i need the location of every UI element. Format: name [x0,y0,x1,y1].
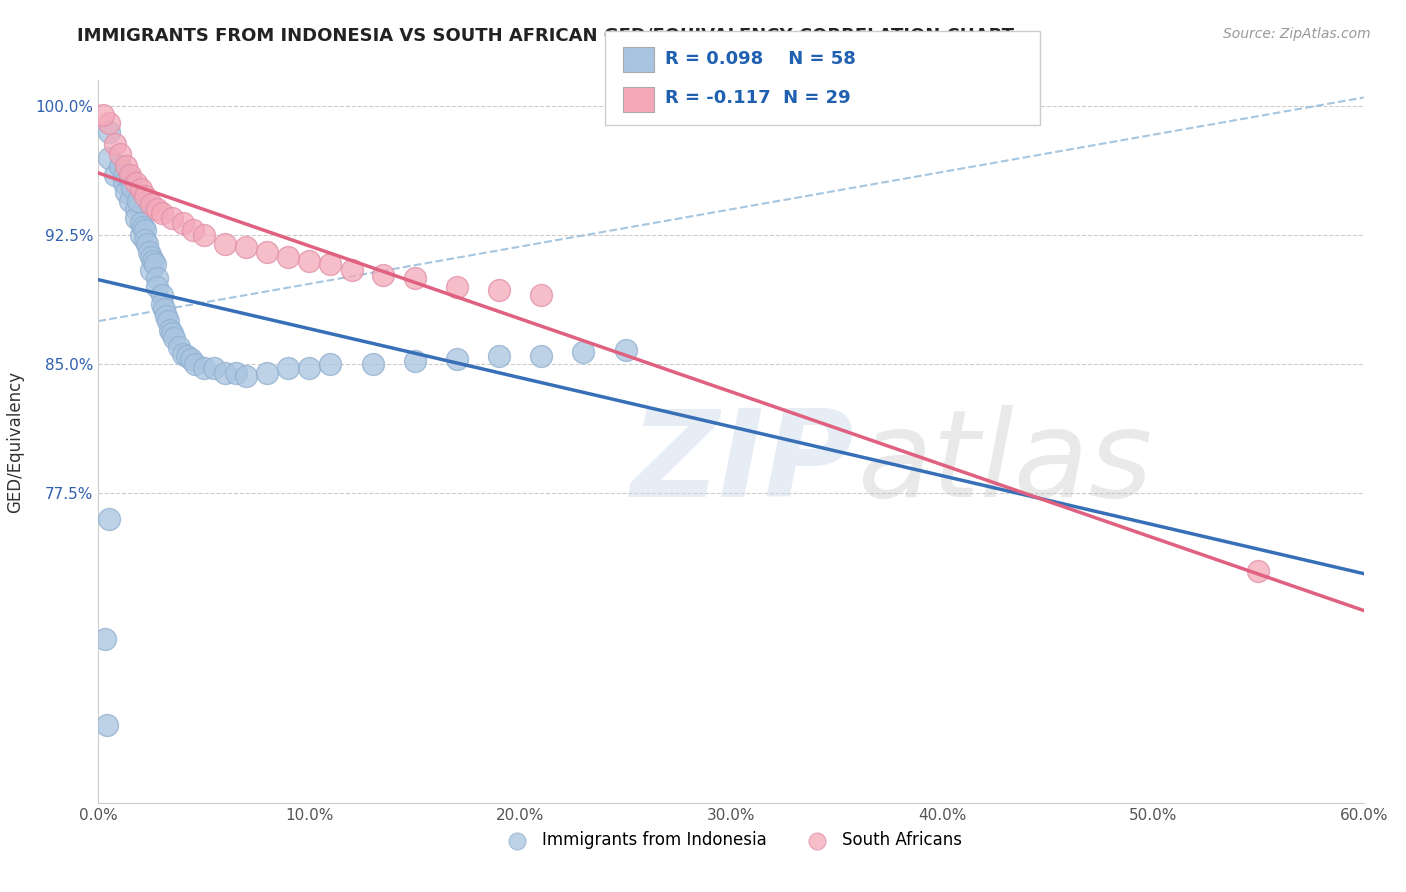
Point [614,343,637,358]
Point [153,301,176,316]
Point [125,202,148,217]
Point [120,168,141,182]
Point [404,353,426,368]
Point [162,326,183,340]
Point [1247,564,1270,578]
Point [162,211,183,225]
Point [277,251,299,265]
Point [167,340,190,354]
Point [150,297,173,311]
Point [146,279,169,293]
Point [96,718,118,732]
Point [98,116,121,130]
Point [112,168,135,182]
Point [530,288,553,302]
Text: R = -0.117  N = 29: R = -0.117 N = 29 [665,88,851,106]
Point [112,177,135,191]
Point [184,357,207,371]
Point [204,360,226,375]
Point [298,253,321,268]
Point [340,262,363,277]
Point [172,347,194,361]
Point [157,314,180,328]
Point [488,349,510,363]
Point [193,360,215,375]
Point [141,262,163,277]
Point [225,366,247,380]
Point [277,360,299,375]
Point [145,257,166,271]
Point [214,236,236,251]
Point [108,147,131,161]
Point [108,159,131,173]
Point [134,233,156,247]
Point [98,151,121,165]
Point [138,245,160,260]
Point [146,271,169,285]
Text: atlas: atlas [858,405,1153,522]
Point [371,268,394,282]
Point [361,357,384,371]
Point [125,177,148,191]
Text: Source: ZipAtlas.com: Source: ZipAtlas.com [1223,27,1371,41]
Text: IMMIGRANTS FROM INDONESIA VS SOUTH AFRICAN GED/EQUIVALENCY CORRELATION CHART: IMMIGRANTS FROM INDONESIA VS SOUTH AFRIC… [77,27,1014,45]
Text: R = 0.098    N = 58: R = 0.098 N = 58 [665,51,856,69]
Point [163,331,186,345]
Point [129,216,152,230]
Point [120,194,141,208]
Point [115,159,138,173]
Point [115,185,138,199]
Text: ZIP: ZIP [630,405,853,522]
Point [129,228,152,243]
Point [134,223,156,237]
Point [155,309,177,323]
Point [104,168,127,182]
Point [298,360,321,375]
Point [256,245,278,260]
Point [214,366,236,380]
Point [172,216,194,230]
Point [129,182,152,196]
Point [91,108,114,122]
Point [121,180,143,194]
Point [256,366,278,380]
Point [159,323,181,337]
Point [150,206,173,220]
Point [132,219,155,234]
Point [146,202,169,217]
Point [128,194,150,208]
Point [530,349,553,363]
Point [572,345,595,359]
Point [446,279,468,293]
Point [98,512,121,526]
Point [193,228,215,243]
Point [141,251,163,265]
Point [125,211,148,225]
Point [93,632,117,647]
Point [235,369,257,384]
Point [183,223,205,237]
Point [176,349,198,363]
Point [446,351,468,366]
Point [319,357,342,371]
Y-axis label: GED/Equivalency: GED/Equivalency [7,370,24,513]
Point [488,283,510,297]
Point [134,188,156,202]
Point [150,288,173,302]
Point [98,125,121,139]
Point [180,351,202,366]
Point [104,136,127,151]
Point [120,171,141,186]
Point [142,253,165,268]
Point [141,197,163,211]
Legend: Immigrants from Indonesia, South Africans: Immigrants from Indonesia, South African… [494,824,969,856]
Point [235,240,257,254]
Point [319,257,342,271]
Point [404,271,426,285]
Point [136,236,159,251]
